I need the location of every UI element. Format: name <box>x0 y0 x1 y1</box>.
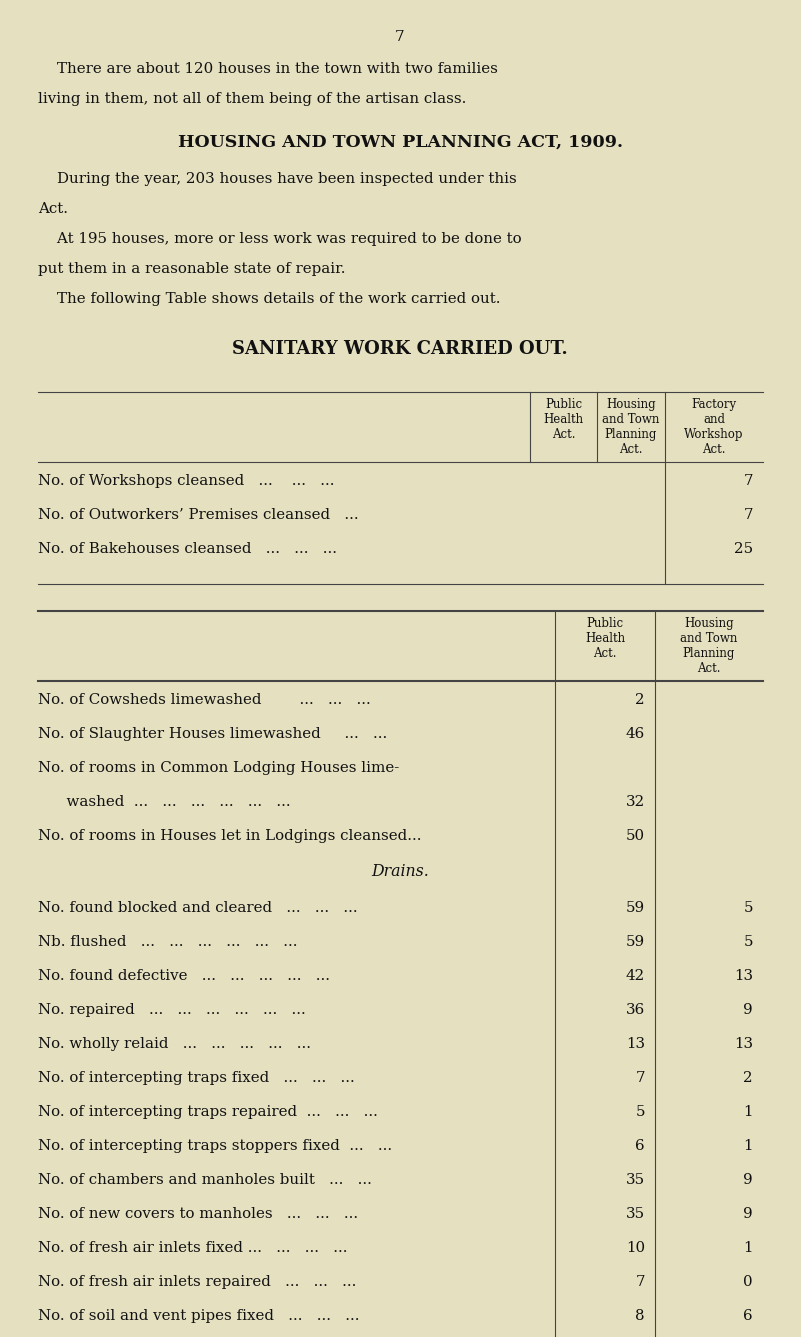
Text: 7: 7 <box>395 29 405 44</box>
Text: washed  ...   ...   ...   ...   ...   ...: washed ... ... ... ... ... ... <box>38 796 291 809</box>
Text: living in them, not all of them being of the artisan class.: living in them, not all of them being of… <box>38 92 466 106</box>
Text: 9: 9 <box>743 1003 753 1017</box>
Text: No. found defective   ...   ...   ...   ...   ...: No. found defective ... ... ... ... ... <box>38 969 330 983</box>
Text: Nb. flushed   ...   ...   ...   ...   ...   ...: Nb. flushed ... ... ... ... ... ... <box>38 935 297 949</box>
Text: No. of intercepting traps repaired  ...   ...   ...: No. of intercepting traps repaired ... .… <box>38 1104 378 1119</box>
Text: At 195 houses, more or less work was required to be done to: At 195 houses, more or less work was req… <box>38 233 521 246</box>
Text: No. of Workshops cleansed   ...    ...   ...: No. of Workshops cleansed ... ... ... <box>38 475 335 488</box>
Text: No. of intercepting traps fixed   ...   ...   ...: No. of intercepting traps fixed ... ... … <box>38 1071 355 1086</box>
Text: No. found blocked and cleared   ...   ...   ...: No. found blocked and cleared ... ... ..… <box>38 901 357 915</box>
Text: 7: 7 <box>635 1071 645 1086</box>
Text: 9: 9 <box>743 1173 753 1187</box>
Text: 9: 9 <box>743 1207 753 1221</box>
Text: No. wholly relaid   ...   ...   ...   ...   ...: No. wholly relaid ... ... ... ... ... <box>38 1038 311 1051</box>
Text: No. of rooms in Common Lodging Houses lime-: No. of rooms in Common Lodging Houses li… <box>38 761 399 775</box>
Text: Act.: Act. <box>38 202 68 217</box>
Text: 2: 2 <box>743 1071 753 1086</box>
Text: 42: 42 <box>626 969 645 983</box>
Text: 5: 5 <box>743 935 753 949</box>
Text: Factory
and
Workshop
Act.: Factory and Workshop Act. <box>684 398 744 456</box>
Text: 6: 6 <box>635 1139 645 1152</box>
Text: The following Table shows details of the work carried out.: The following Table shows details of the… <box>38 291 501 306</box>
Text: 13: 13 <box>626 1038 645 1051</box>
Text: 6: 6 <box>743 1309 753 1324</box>
Text: 1: 1 <box>743 1139 753 1152</box>
Text: HOUSING AND TOWN PLANNING ACT, 1909.: HOUSING AND TOWN PLANNING ACT, 1909. <box>178 134 622 151</box>
Text: No. of new covers to manholes   ...   ...   ...: No. of new covers to manholes ... ... ..… <box>38 1207 358 1221</box>
Text: No. of Cowsheds limewashed        ...   ...   ...: No. of Cowsheds limewashed ... ... ... <box>38 693 371 707</box>
Text: Public
Health
Act.: Public Health Act. <box>585 616 625 660</box>
Text: 1: 1 <box>743 1241 753 1255</box>
Text: Housing
and Town
Planning
Act.: Housing and Town Planning Act. <box>602 398 660 456</box>
Text: SANITARY WORK CARRIED OUT.: SANITARY WORK CARRIED OUT. <box>232 340 568 358</box>
Text: 35: 35 <box>626 1173 645 1187</box>
Text: No. of Bakehouses cleansed   ...   ...   ...: No. of Bakehouses cleansed ... ... ... <box>38 541 337 556</box>
Text: No. of fresh air inlets fixed ...   ...   ...   ...: No. of fresh air inlets fixed ... ... ..… <box>38 1241 348 1255</box>
Text: 59: 59 <box>626 935 645 949</box>
Text: 2: 2 <box>635 693 645 707</box>
Text: 5: 5 <box>743 901 753 915</box>
Text: No. of intercepting traps stoppers fixed  ...   ...: No. of intercepting traps stoppers fixed… <box>38 1139 392 1152</box>
Text: 13: 13 <box>734 969 753 983</box>
Text: Drains.: Drains. <box>371 862 429 880</box>
Text: 50: 50 <box>626 829 645 844</box>
Text: 0: 0 <box>743 1275 753 1289</box>
Text: 7: 7 <box>743 508 753 521</box>
Text: No. of fresh air inlets repaired   ...   ...   ...: No. of fresh air inlets repaired ... ...… <box>38 1275 356 1289</box>
Text: 7: 7 <box>635 1275 645 1289</box>
Text: No. of soil and vent pipes fixed   ...   ...   ...: No. of soil and vent pipes fixed ... ...… <box>38 1309 360 1324</box>
Text: 7: 7 <box>743 475 753 488</box>
Text: 36: 36 <box>626 1003 645 1017</box>
Text: 1: 1 <box>743 1104 753 1119</box>
Text: During the year, 203 houses have been inspected under this: During the year, 203 houses have been in… <box>38 172 517 186</box>
Text: No. of chambers and manholes built   ...   ...: No. of chambers and manholes built ... .… <box>38 1173 372 1187</box>
Text: Housing
and Town
Planning
Act.: Housing and Town Planning Act. <box>680 616 738 675</box>
Text: There are about 120 houses in the town with two families: There are about 120 houses in the town w… <box>38 62 498 76</box>
Text: 59: 59 <box>626 901 645 915</box>
Text: No. of rooms in Houses let in Lodgings cleansed...: No. of rooms in Houses let in Lodgings c… <box>38 829 421 844</box>
Text: 32: 32 <box>626 796 645 809</box>
Text: 25: 25 <box>734 541 753 556</box>
Text: 5: 5 <box>635 1104 645 1119</box>
Text: 35: 35 <box>626 1207 645 1221</box>
Text: No. of Slaughter Houses limewashed     ...   ...: No. of Slaughter Houses limewashed ... .… <box>38 727 387 741</box>
Text: 46: 46 <box>626 727 645 741</box>
Text: 10: 10 <box>626 1241 645 1255</box>
Text: put them in a reasonable state of repair.: put them in a reasonable state of repair… <box>38 262 345 275</box>
Text: Public
Health
Act.: Public Health Act. <box>543 398 584 441</box>
Text: No. of Outworkers’ Premises cleansed   ...: No. of Outworkers’ Premises cleansed ... <box>38 508 359 521</box>
Text: 13: 13 <box>734 1038 753 1051</box>
Text: 8: 8 <box>635 1309 645 1324</box>
Text: No. repaired   ...   ...   ...   ...   ...   ...: No. repaired ... ... ... ... ... ... <box>38 1003 306 1017</box>
